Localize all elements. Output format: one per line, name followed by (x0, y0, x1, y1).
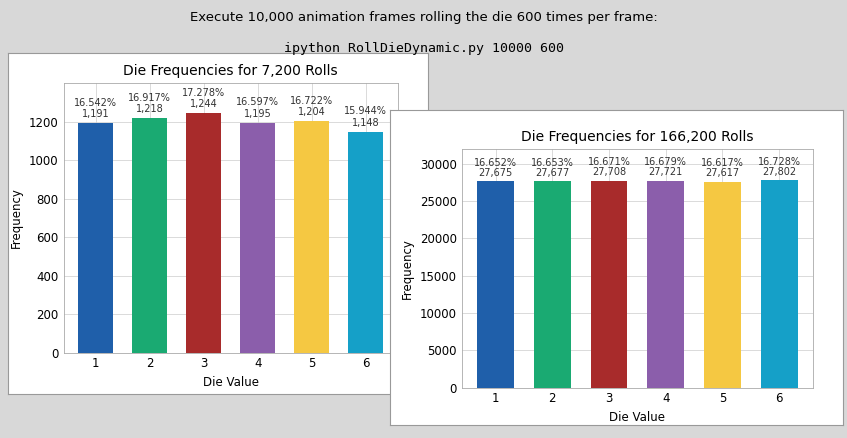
Text: 16.671%: 16.671% (588, 157, 630, 167)
Bar (186, 113, 221, 353)
Text: 1,204: 1,204 (298, 107, 325, 117)
Text: ipython RollDieDynamic.py 10000 600: ipython RollDieDynamic.py 10000 600 (284, 42, 563, 55)
Text: 15.944%: 15.944% (344, 106, 387, 117)
Bar (704, 182, 741, 388)
X-axis label: Die Value: Die Value (609, 411, 666, 424)
Bar (534, 181, 571, 388)
Text: 1,244: 1,244 (190, 99, 218, 109)
X-axis label: Die Value: Die Value (202, 376, 259, 389)
Y-axis label: Frequency: Frequency (401, 238, 414, 299)
Text: 16.652%: 16.652% (474, 158, 518, 168)
Text: Execute 10,000 animation frames rolling the die 600 times per frame:: Execute 10,000 animation frames rolling … (190, 11, 657, 24)
Text: 16.542%: 16.542% (75, 98, 118, 108)
Bar (294, 121, 329, 353)
Text: 27,617: 27,617 (706, 168, 739, 178)
Bar (761, 180, 798, 388)
Text: 16.917%: 16.917% (129, 93, 171, 103)
Text: 1,218: 1,218 (136, 104, 163, 114)
Text: 16.597%: 16.597% (236, 97, 280, 107)
Text: 16.728%: 16.728% (757, 157, 800, 166)
Bar (590, 181, 628, 388)
Bar (241, 123, 275, 353)
Bar (79, 124, 113, 353)
Title: Die Frequencies for 7,200 Rolls: Die Frequencies for 7,200 Rolls (124, 64, 338, 78)
Bar (477, 181, 514, 388)
Text: 16.679%: 16.679% (645, 157, 687, 167)
Text: 16.617%: 16.617% (701, 158, 744, 168)
Text: 1,191: 1,191 (82, 110, 110, 120)
Text: 16.722%: 16.722% (291, 95, 334, 106)
Title: Die Frequencies for 166,200 Rolls: Die Frequencies for 166,200 Rolls (521, 130, 754, 144)
Text: 27,708: 27,708 (592, 167, 626, 177)
Bar (348, 132, 383, 353)
Text: 27,675: 27,675 (479, 168, 512, 177)
Text: 17.278%: 17.278% (182, 88, 225, 98)
Y-axis label: Frequency: Frequency (10, 187, 24, 248)
Bar (132, 118, 168, 353)
Text: 1,195: 1,195 (244, 109, 272, 119)
Text: 27,677: 27,677 (535, 168, 569, 177)
Bar (647, 181, 684, 388)
Text: 1,148: 1,148 (352, 118, 379, 127)
Text: 27,802: 27,802 (762, 166, 796, 177)
Text: 27,721: 27,721 (649, 167, 683, 177)
Text: 16.653%: 16.653% (531, 158, 573, 168)
